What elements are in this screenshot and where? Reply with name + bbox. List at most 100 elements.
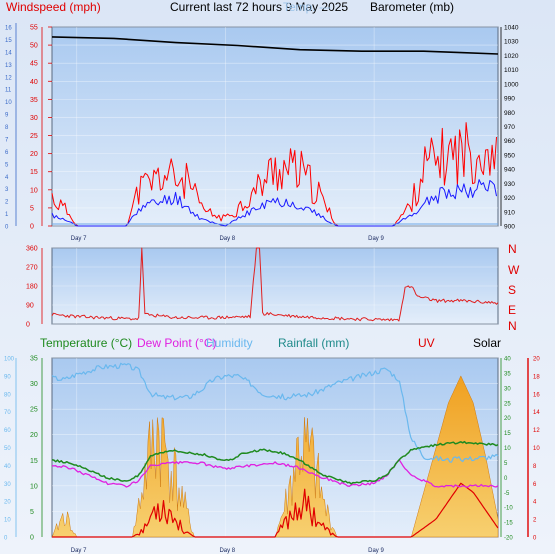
dewpoint-legend: Dew Point (°C)	[137, 336, 217, 350]
baro-tick-label: 1020	[504, 53, 519, 60]
temp-right-tick-label: -5	[504, 491, 510, 497]
temp-right-tick-label: 0	[504, 476, 508, 482]
temp-right-tick-label: 25	[504, 401, 511, 407]
wind-tick-label: 50	[30, 43, 38, 50]
kts-tick-label: 2	[5, 200, 9, 206]
x-tick-label: Day 8	[219, 236, 235, 242]
x-tick-label: Day 8	[219, 548, 235, 554]
wind-tick-label: 5	[30, 205, 34, 212]
baro-tick-label: 1010	[504, 67, 519, 74]
uv-tick-label: 2	[533, 518, 537, 524]
baro-tick-label: 1040	[504, 25, 519, 32]
kts-tick-label: 8	[5, 125, 9, 131]
temp-tick-label: 15	[30, 458, 38, 465]
compass-label: S	[508, 283, 516, 297]
temp-right-tick-label: -15	[504, 521, 513, 527]
temp-right-tick-label: 15	[504, 431, 511, 437]
dewpoint-series	[51, 459, 499, 488]
temp-right-tick-label: 35	[504, 371, 511, 377]
humidity-tick-label: 0	[4, 536, 8, 542]
kts-tick-label: 1	[5, 212, 9, 218]
chart-title: Current last 72 hours 9 May 2025	[170, 0, 349, 14]
uv-tick-label: 10	[533, 446, 540, 452]
temp-tick-label: 0	[30, 535, 34, 542]
compass-label: W	[508, 263, 520, 277]
wind-tick-label: 55	[30, 25, 38, 32]
wind-baro-panel	[51, 26, 499, 227]
kts-tick-label: 16	[5, 26, 12, 32]
x-tick-label: Day 9	[368, 548, 384, 554]
uv-tick-label: 18	[533, 374, 540, 380]
kts-tick-label: 7	[5, 137, 9, 143]
wind-tick-label: 20	[30, 151, 38, 158]
kts-tick-label: 5	[5, 162, 9, 168]
barometer-series	[51, 36, 499, 55]
direction-tick-label: 360	[26, 246, 38, 253]
kts-tick-label: 14	[5, 50, 12, 56]
temp-right-tick-label: 5	[504, 461, 508, 467]
wind-tick-label: 45	[30, 61, 38, 68]
baro-tick-label: 900	[504, 224, 515, 231]
baro-tick-label: 960	[504, 138, 515, 145]
uv-tick-label: 12	[533, 428, 540, 434]
kts-tick-label: 0	[5, 225, 9, 231]
temp-tick-label: 20	[30, 432, 38, 439]
humidity-tick-label: 20	[4, 500, 11, 506]
wind-axis-title: Windspeed (mph)	[6, 0, 101, 14]
uv-tick-label: 14	[533, 410, 540, 416]
direction-tick-label: 270	[26, 265, 38, 272]
barometer-axis-title: Barometer (mb)	[370, 0, 455, 14]
baro-tick-label: 980	[504, 110, 515, 117]
uv-legend: UV	[418, 336, 435, 350]
temperature-legend: Temperature (°C)	[40, 336, 133, 350]
humidity-tick-label: 90	[4, 374, 11, 380]
baro-tick-label: 1030	[504, 39, 519, 46]
x-tick-label: Day 9	[368, 236, 384, 242]
temp-right-tick-label: 40	[504, 357, 511, 363]
uv-series	[52, 482, 499, 538]
humidity-tick-label: 50	[4, 446, 11, 452]
humidity-legend: Humidity	[206, 336, 253, 350]
wind-tick-label: 15	[30, 169, 38, 176]
wind-tick-label: 30	[30, 115, 38, 122]
humidity-tick-label: 30	[4, 482, 11, 488]
kts-tick-label: 6	[5, 150, 9, 156]
temp-tick-label: 30	[30, 381, 38, 388]
wind-tick-label: 35	[30, 97, 38, 104]
uv-tick-label: 20	[533, 357, 540, 363]
x-tick-label: Day 7	[71, 236, 87, 242]
kts-tick-label: 9	[5, 113, 9, 119]
compass-label: N	[508, 242, 517, 256]
uv-tick-label: 0	[533, 536, 537, 542]
wind-tick-label: 0	[30, 224, 34, 231]
uv-tick-label: 8	[533, 464, 537, 470]
humidity-tick-label: 100	[4, 357, 15, 363]
temp-tick-label: 5	[30, 509, 34, 516]
baro-tick-label: 920	[504, 195, 515, 202]
solar-legend: Solar	[473, 336, 502, 350]
direction-tick-label: 0	[26, 322, 30, 329]
baro-tick-label: 930	[504, 181, 515, 188]
temp-right-tick-label: -20	[504, 536, 513, 542]
baro-tick-label: 940	[504, 167, 515, 174]
baro-tick-label: 910	[504, 209, 515, 216]
x-tick-label: Day 7	[71, 548, 87, 554]
kts-tick-label: 12	[5, 75, 12, 81]
baro-tick-label: 990	[504, 96, 515, 103]
wind-tick-label: 25	[30, 133, 38, 140]
temp-overlay-label: Temp. ---	[283, 0, 331, 14]
temp-right-tick-label: 30	[504, 386, 511, 392]
temperature-series	[51, 440, 499, 485]
compass-label: N	[508, 319, 517, 333]
temp-right-tick-label: 20	[504, 416, 511, 422]
humidity-tick-label: 70	[4, 410, 11, 416]
direction-tick-label: 90	[26, 303, 34, 310]
direction-tick-label: 180	[26, 284, 38, 291]
wind-tick-label: 10	[30, 187, 38, 194]
baro-tick-label: 950	[504, 152, 515, 159]
humidity-tick-label: 60	[4, 428, 11, 434]
wind-average-series	[51, 179, 497, 227]
temp-right-tick-label: -10	[504, 506, 513, 512]
uv-tick-label: 6	[533, 482, 537, 488]
